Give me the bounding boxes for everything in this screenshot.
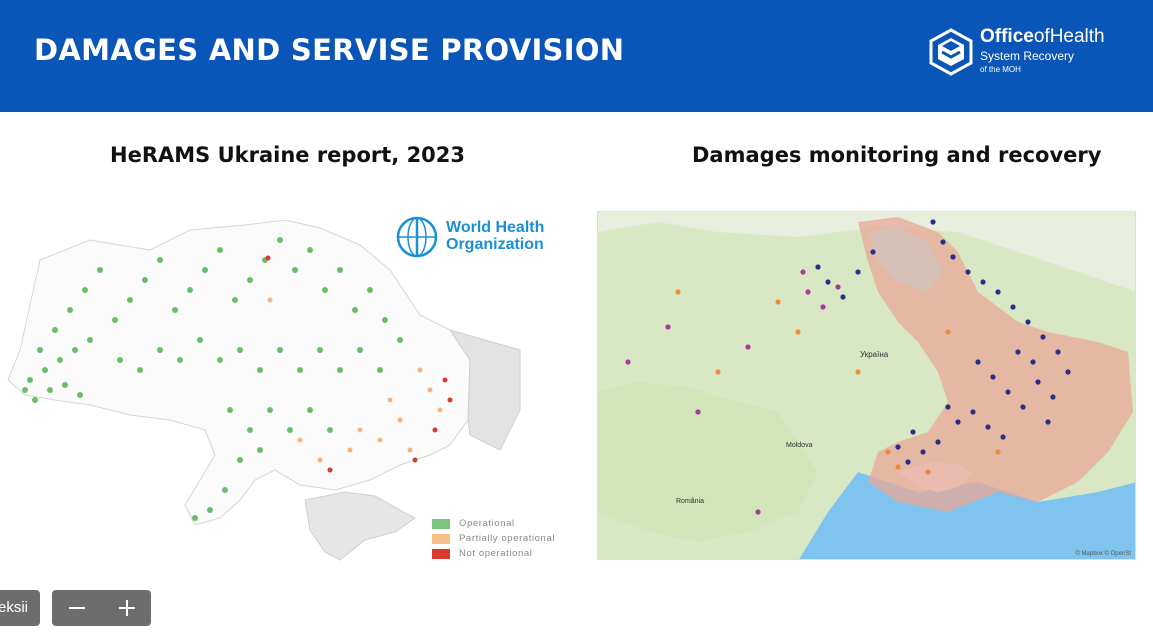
damage-points-purple [625, 269, 841, 515]
slide-title: DAMAGES AND SERVISE PROVISION [34, 33, 625, 67]
legend-label: Partially operational [459, 533, 556, 544]
legend-swatch [432, 534, 450, 544]
legend-swatch [432, 519, 450, 529]
damage-points-blue [815, 219, 1071, 465]
damages-map: Україна Moldova România © Mapbox © OpenS… [597, 211, 1136, 560]
legend-swatch [432, 549, 450, 559]
brand-line2: System Recovery [980, 49, 1075, 63]
damages-title: Damages monitoring and recovery [692, 143, 1102, 167]
map-attribution: © Mapbox © OpenSt [1075, 551, 1131, 557]
brand-line3: of the MOH [980, 65, 1021, 74]
minus-icon [69, 607, 85, 609]
office-of-health-logo: OfficeofHealth System Recovery of the MO… [928, 26, 1128, 80]
zoom-controls [52, 590, 151, 626]
partially-operational-dots [267, 297, 443, 463]
brand-name: OfficeofHealth [980, 26, 1105, 47]
zoom-in-button[interactable] [102, 590, 151, 626]
header-bar: DAMAGES AND SERVISE PROVISION OfficeofHe… [0, 0, 1153, 112]
damage-points-orange [675, 289, 1001, 475]
herams-ukraine-map [7, 219, 521, 561]
presenter-name: eksii [0, 599, 29, 616]
legend-label: Not operational [459, 548, 533, 559]
operational-dots [22, 237, 403, 521]
who-logo: World Health Organization [394, 215, 544, 261]
who-text: World Health Organization [446, 219, 545, 253]
who-emblem-icon [396, 216, 438, 258]
legend-label: Operational [459, 518, 515, 529]
ukraine-label: Україна [860, 350, 889, 359]
zoom-out-button[interactable] [52, 590, 101, 626]
romania-label: România [676, 498, 705, 505]
damages-map-graphic [598, 212, 1135, 559]
plus-icon [119, 600, 135, 616]
moldova-label: Moldova [786, 442, 813, 449]
presenter-name-pill[interactable]: eksii [0, 590, 40, 626]
herams-title: HeRAMS Ukraine report, 2023 [110, 143, 466, 167]
hexagon-logo-icon [929, 28, 973, 76]
not-operational-dots [265, 255, 453, 473]
